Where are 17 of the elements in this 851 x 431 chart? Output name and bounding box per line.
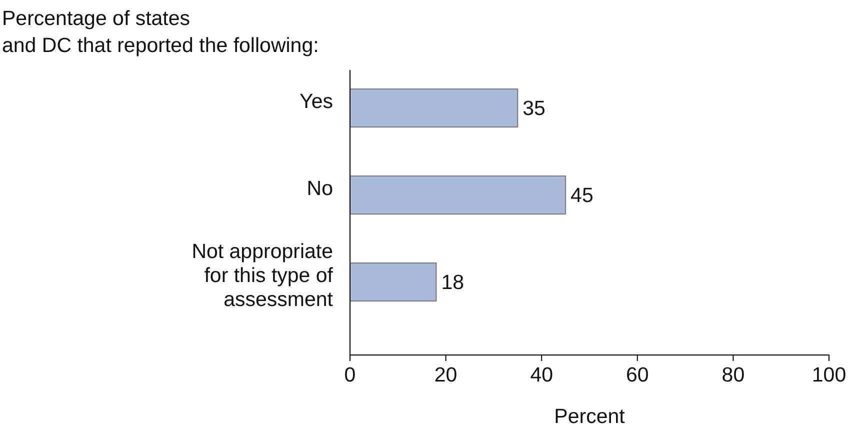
text: Percentage of states and DC that reported the following: [2, 7, 319, 57]
bar [350, 88, 518, 128]
x-tick-label: 40 [530, 364, 554, 387]
x-tick-label: 20 [434, 364, 458, 387]
bar [350, 176, 566, 214]
x-tick-label: 0 [344, 364, 356, 387]
data-label: 35 [522, 97, 546, 120]
bar [350, 262, 437, 302]
x-tick-label: 80 [722, 364, 745, 387]
x-tick-label: 100 [812, 364, 846, 387]
x-axis-title: Percent [554, 405, 626, 428]
data-label: 18 [441, 271, 464, 294]
y-tick-label: Yes [300, 90, 333, 113]
y-tick-label: No [306, 177, 333, 200]
data-label: 45 [570, 184, 594, 208]
y-tick-label: Not appropriate for this type of assessment [192, 240, 334, 311]
x-tick-label: 60 [626, 364, 649, 387]
